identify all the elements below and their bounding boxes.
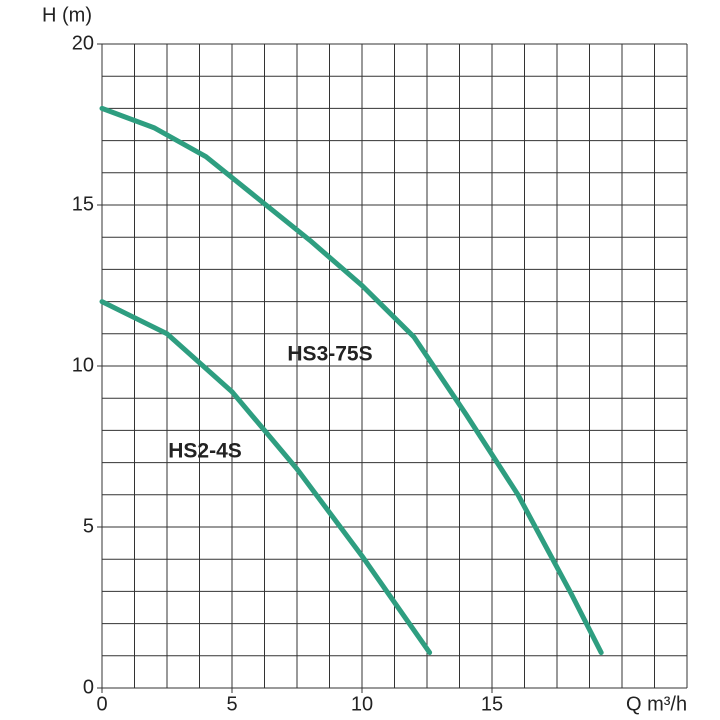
x-axis-label: Q m³/h bbox=[626, 693, 687, 715]
x-tick-label: 15 bbox=[481, 693, 503, 715]
curve bbox=[99, 105, 604, 656]
curve-label: HS3-75S bbox=[287, 343, 372, 366]
y-tick-label: 20 bbox=[72, 32, 94, 54]
curve-label: HS2-4S bbox=[168, 440, 242, 463]
curve bbox=[99, 299, 433, 656]
x-tick-label: 10 bbox=[351, 693, 373, 715]
y-tick-label: 15 bbox=[72, 193, 94, 215]
x-tick-label: 0 bbox=[96, 693, 107, 715]
y-tick-label: 0 bbox=[83, 676, 94, 698]
y-tick-label: 5 bbox=[83, 515, 94, 537]
x-tick-label: 5 bbox=[226, 693, 237, 715]
y-tick-label: 10 bbox=[72, 354, 94, 376]
y-axis-label: H (m) bbox=[42, 4, 92, 26]
